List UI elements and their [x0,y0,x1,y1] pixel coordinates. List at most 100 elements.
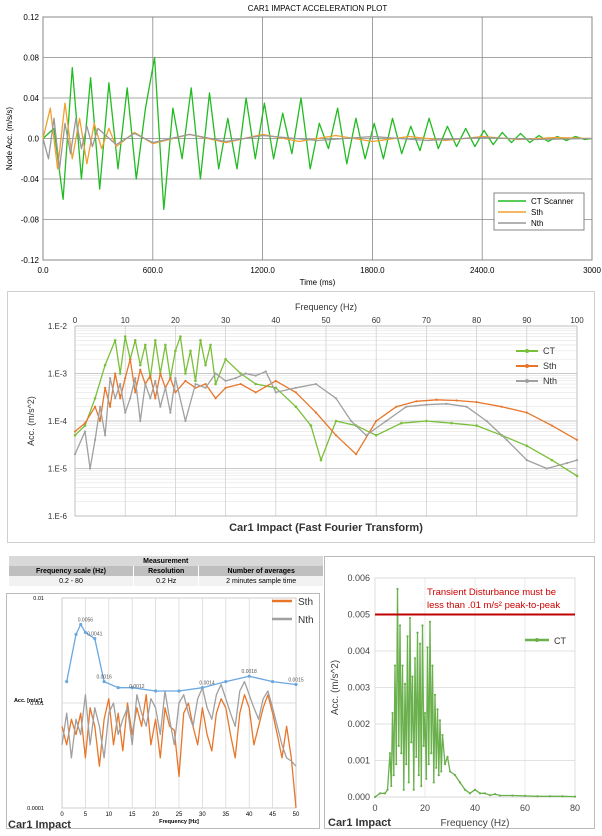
spectrum-left-legend-label: Nth [298,615,314,626]
spectrum-right-legend-label: CT [554,636,566,646]
spectrum-right-series-ct-point [402,788,405,791]
fft-series-sth-point [174,391,177,394]
spectrum-right-series-ct-point [423,711,427,715]
spectrum-right-series-ct-point [443,763,447,766]
spectrum-left-series-reference-point [177,689,181,693]
fft-series-ct-point [164,343,167,347]
spectrum-left-frame [6,593,320,829]
time-x-tick-label: 1200.0 [250,266,275,275]
fft-series-nth-point [129,397,132,400]
fft-series-sth-point [475,400,478,404]
fft-y-axis-label: Acc. (m/s^2) [26,396,36,446]
fft-series-nth-point [575,459,579,462]
spectrum-right-series-ct-point [406,635,409,638]
fft-x-tick-label: 100 [570,316,584,325]
fft-series-nth-point [194,382,197,386]
measurement-value-averages: 2 minutes sample time [198,576,323,586]
fft-series-sth-point [239,382,242,386]
fft-series-sth-point [375,419,378,423]
measurement-table: Measurement Frequency scale (Hz) Resolut… [8,556,323,586]
spectrum-right-series-ct-point [401,664,404,667]
fft-series-nth-point [385,419,388,423]
spectrum-right-series-ct-point [428,620,432,623]
fft-series-nth-point [525,459,528,462]
spectrum-right-series-ct-point [416,631,419,634]
spectrum-left-y-tick-label: 0.0001 [27,806,44,812]
spectrum-left-x-axis-label: Frequency [Hz] [159,819,199,825]
spectrum-left-series-sth-line [61,694,297,809]
fft-series-sth-point [525,411,528,414]
spectrum-left-data-label: 0.0018 [242,669,258,675]
measurement-value-frequency: 0.2 - 80 [8,576,134,586]
fft-series-ct-point [475,424,478,427]
fft-legend-label: Nth [543,376,557,386]
spectrum-right-series-ct-point [378,792,382,795]
fft-series-sth-point [184,379,187,382]
spectrum-left-series-reference-point [247,674,251,678]
spectrum-right-series-ct-point [438,719,442,722]
fft-series-nth-point [445,402,448,405]
spectrum-right-series-ct-point [383,792,387,795]
spectrum-right-series-ct-point [407,781,410,784]
fft-series-nth-point [365,434,368,437]
fft-legend-label: CT [543,346,555,356]
spectrum-left-series-nth-line [61,680,297,767]
fft-series-ct-point [334,419,338,423]
spectrum-right-y-tick-label: 0.004 [347,646,370,656]
fft-legend-label: Sth [543,361,557,371]
chart-spectrum-right: 0 20 40 60 80 0.006 0.005 0.004 0.003 0.002 0.001 0… [328,573,580,829]
fft-series-ct-point [184,372,187,375]
fft-chart-title: Car1 Impact (Fast Fourier Transform) [229,522,423,534]
fft-series-nth-point [73,453,77,456]
spectrum-right-series-ct-point [391,711,394,715]
spectrum-right-y-tick-label: 0.003 [347,683,370,693]
time-y-tick-label: 0.12 [23,13,39,22]
spectrum-right-x-tick-label: 20 [420,803,430,813]
spectrum-right-x-tick-label: 40 [470,803,480,813]
fft-series-ct-point [400,421,403,425]
fft-panel-frame [7,291,595,543]
spectrum-right-x-tick-label: 80 [570,803,580,813]
fft-series-nth-point [244,372,247,375]
fft-series-sth-point [154,397,157,400]
fft-series-sth-point [124,377,127,380]
spectrum-right-series-ct-point [422,744,425,747]
spectrum-right-x-tick-label: 0 [372,803,377,813]
spectrum-left-series-reference-point [93,637,97,641]
fft-series-ct-point [214,382,217,386]
fft-series-nth-point [405,405,408,408]
fft-legend-marker [525,379,529,383]
chart-time-acceleration: 0.0 600.0 1200.0 1800.0 2400.0 3000 0.12 0.08 0.… [5,4,601,287]
fft-series-sth-point [214,397,217,400]
time-y-tick-label: 0.08 [23,54,39,63]
fft-series-ct-point [118,372,122,375]
spectrum-left-data-label: 0.0015 [288,678,304,684]
fft-series-sth-point [435,398,438,401]
fft-series-nth-point [149,397,152,400]
spectrum-right-series-ct-point [397,744,400,747]
fft-series-nth-point [154,379,157,382]
fft-series-sth-point [119,397,122,400]
spectrum-right-series-ct-point [408,617,412,620]
fft-series-nth-line [74,370,578,470]
fft-series-sth-point [93,405,97,408]
spectrum-right-series-ct-point [411,675,414,678]
fft-series-ct-point [73,433,77,437]
time-series-ct-scanner-line [42,56,593,211]
time-legend-label: CT Scanner [531,197,574,206]
fft-series-ct-point [93,397,97,400]
spectrum-left-series-reference-point [65,679,69,684]
spectrum-left-series-reference-point [102,679,106,684]
fft-series-nth-point [314,382,318,386]
fft-series-ct-point [294,405,298,409]
spectrum-left-data-label: 0.0016 [96,675,112,681]
time-x-tick-label: 1800.0 [360,266,385,275]
fft-series-sth-point [114,372,117,375]
spectrum-left-data-label: 0.0014 [199,681,215,687]
fft-series-nth-point [465,405,468,408]
spectrum-right-series-ct-point [398,624,402,627]
spectrum-right-frame [324,556,595,829]
spectrum-left-x-tick-label: 10 [105,812,112,818]
spectrum-right-series-ct-point [437,774,440,777]
fft-series-sth-point [314,411,318,414]
